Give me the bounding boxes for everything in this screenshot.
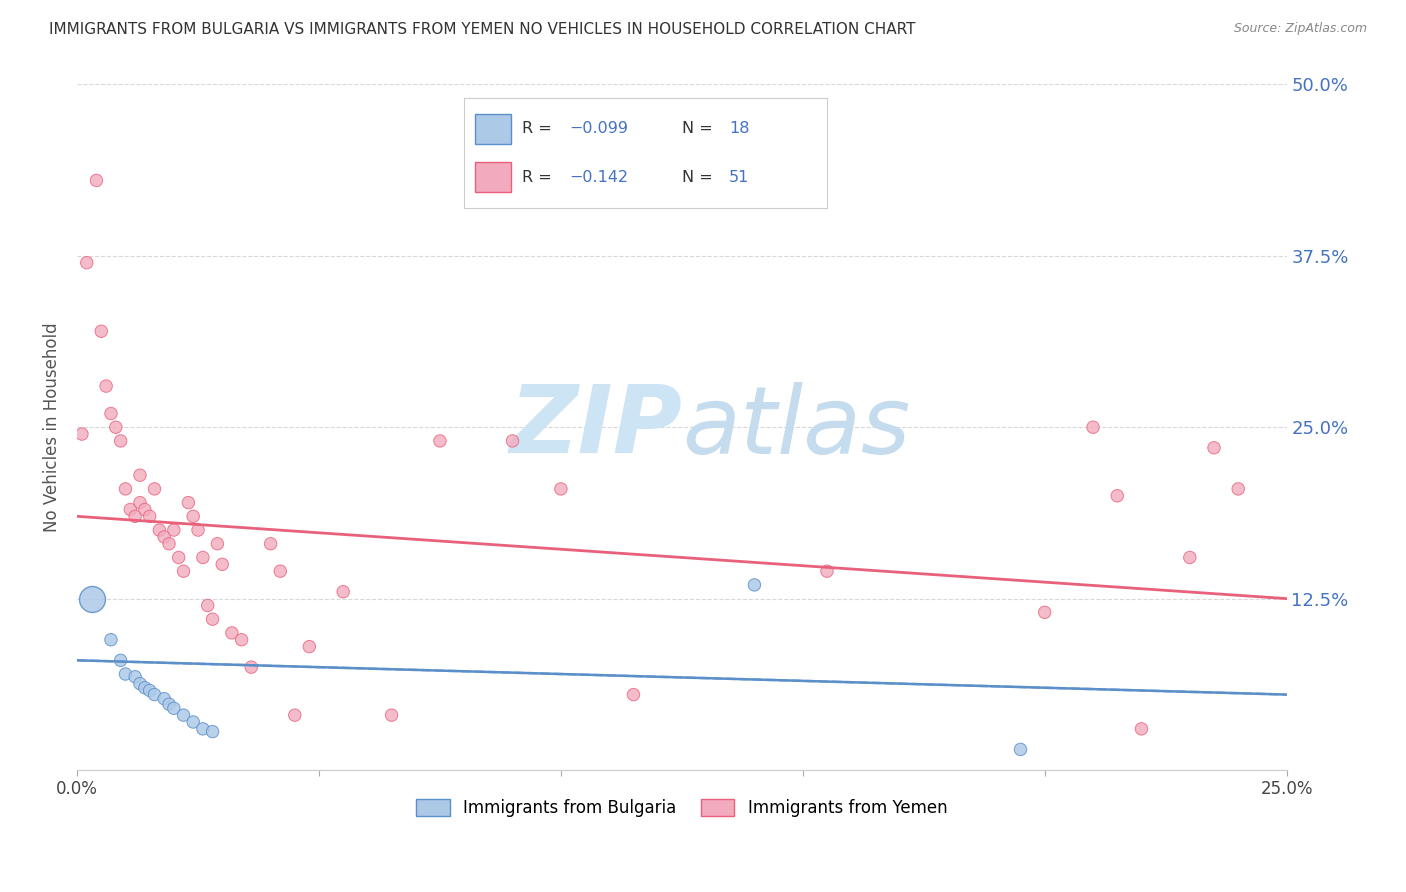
Point <box>269 564 291 578</box>
Point <box>1033 605 1056 619</box>
Point <box>1202 441 1225 455</box>
Point <box>201 724 224 739</box>
Point <box>259 537 281 551</box>
Point <box>134 502 156 516</box>
Point <box>148 523 170 537</box>
Point <box>1010 742 1032 756</box>
Point <box>502 434 524 448</box>
Point <box>124 670 146 684</box>
Point <box>114 667 136 681</box>
Point <box>157 537 180 551</box>
Point <box>550 482 572 496</box>
Point <box>191 722 214 736</box>
Point <box>110 434 132 448</box>
Point <box>86 173 108 187</box>
Point <box>1107 489 1129 503</box>
Text: IMMIGRANTS FROM BULGARIA VS IMMIGRANTS FROM YEMEN NO VEHICLES IN HOUSEHOLD CORRE: IMMIGRANTS FROM BULGARIA VS IMMIGRANTS F… <box>49 22 915 37</box>
Point <box>163 701 186 715</box>
Point <box>177 495 200 509</box>
Point <box>163 523 186 537</box>
Point <box>221 626 243 640</box>
Point <box>1227 482 1250 496</box>
Point <box>143 482 166 496</box>
Point <box>380 708 402 723</box>
Text: ZIP: ZIP <box>509 381 682 474</box>
Point <box>173 564 195 578</box>
Point <box>187 523 209 537</box>
Point <box>181 509 204 524</box>
Point <box>332 584 354 599</box>
Point <box>197 599 219 613</box>
Point <box>143 688 166 702</box>
Point <box>191 550 214 565</box>
Legend: Immigrants from Bulgaria, Immigrants from Yemen: Immigrants from Bulgaria, Immigrants fro… <box>409 792 955 823</box>
Point <box>240 660 263 674</box>
Point <box>100 407 122 421</box>
Point <box>231 632 253 647</box>
Point <box>90 324 112 338</box>
Point <box>284 708 307 723</box>
Point <box>173 708 195 723</box>
Point <box>134 681 156 695</box>
Point <box>114 482 136 496</box>
Point <box>129 495 152 509</box>
Text: Source: ZipAtlas.com: Source: ZipAtlas.com <box>1233 22 1367 36</box>
Point <box>1178 550 1201 565</box>
Point <box>110 653 132 667</box>
Point <box>94 379 117 393</box>
Point <box>100 632 122 647</box>
Point <box>1081 420 1104 434</box>
Point <box>124 509 146 524</box>
Point <box>104 420 127 434</box>
Point <box>815 564 838 578</box>
Point <box>211 558 233 572</box>
Point <box>120 502 142 516</box>
Point <box>167 550 190 565</box>
Point <box>201 612 224 626</box>
Point <box>138 683 160 698</box>
Point <box>138 509 160 524</box>
Point <box>129 468 152 483</box>
Point <box>80 591 103 606</box>
Point <box>623 688 645 702</box>
Point <box>70 427 93 442</box>
Text: atlas: atlas <box>682 382 910 473</box>
Point <box>157 697 180 711</box>
Y-axis label: No Vehicles in Household: No Vehicles in Household <box>44 322 60 532</box>
Point <box>153 530 176 544</box>
Point <box>744 578 766 592</box>
Point <box>76 255 98 269</box>
Point <box>129 676 152 690</box>
Point <box>207 537 229 551</box>
Point <box>1130 722 1153 736</box>
Point <box>181 714 204 729</box>
Point <box>153 691 176 706</box>
Point <box>429 434 451 448</box>
Point <box>298 640 321 654</box>
